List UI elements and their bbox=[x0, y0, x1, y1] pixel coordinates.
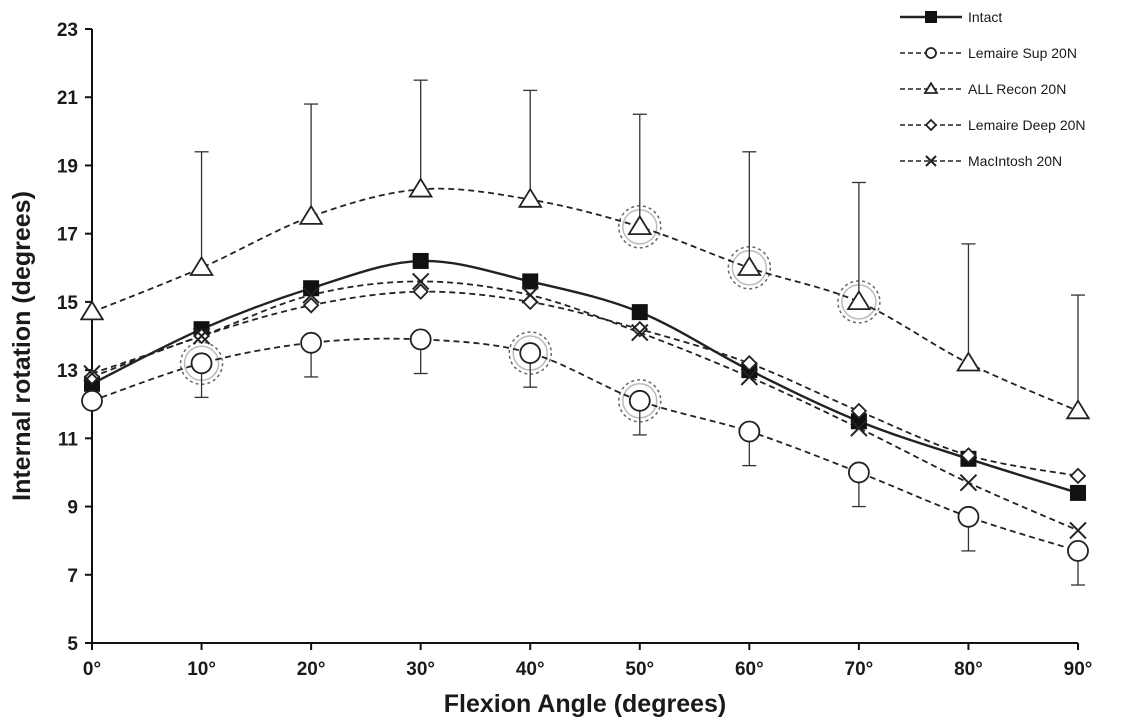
data-point bbox=[960, 447, 977, 464]
x-tick-label: 30° bbox=[406, 659, 435, 680]
data-point bbox=[741, 355, 758, 372]
data-point bbox=[412, 283, 429, 300]
legend-marker bbox=[925, 47, 937, 59]
data-point bbox=[79, 300, 105, 321]
y-tick-label: 21 bbox=[57, 88, 79, 109]
x-tick-label: 40° bbox=[516, 659, 545, 680]
x-tick-label: 50° bbox=[625, 659, 654, 680]
data-point bbox=[740, 368, 759, 386]
data-point bbox=[521, 286, 539, 304]
x-tick-label: 70° bbox=[845, 659, 874, 680]
data-point bbox=[408, 177, 434, 198]
data-point bbox=[736, 255, 762, 276]
series-line-3 bbox=[91, 290, 1079, 477]
y-tick-label: 5 bbox=[67, 634, 78, 655]
data-point bbox=[517, 187, 543, 208]
error-bars bbox=[194, 79, 1085, 586]
data-point bbox=[412, 252, 429, 269]
legend-marker bbox=[923, 81, 939, 94]
data-point bbox=[1069, 521, 1087, 540]
data-point bbox=[957, 505, 980, 528]
x-tick-label: 60° bbox=[735, 659, 764, 680]
y-tick-label: 7 bbox=[67, 566, 78, 587]
data-point bbox=[847, 461, 870, 484]
data-point bbox=[1067, 540, 1089, 562]
x-tick-label: 80° bbox=[954, 659, 983, 680]
x-tick-label: 90° bbox=[1064, 659, 1093, 680]
legend-label: Intact bbox=[968, 9, 1002, 25]
legend-label: ALL Recon 20N bbox=[968, 81, 1066, 97]
legend-marker bbox=[925, 11, 937, 23]
data-point bbox=[189, 255, 214, 276]
data-point bbox=[1070, 484, 1086, 501]
x-tick-label: 10° bbox=[187, 659, 216, 680]
data-point bbox=[302, 286, 320, 304]
y-tick-label: 11 bbox=[58, 429, 79, 450]
legend-marker bbox=[925, 155, 937, 167]
axes bbox=[91, 29, 1078, 644]
series-lines bbox=[91, 187, 1079, 552]
legend-label: MacIntosh 20N bbox=[968, 153, 1062, 169]
x-tick-label: 0° bbox=[83, 659, 101, 680]
data-point bbox=[298, 204, 324, 225]
y-axis-ticks: 5 7 9 11 13 15 17 19 21 23 bbox=[57, 20, 92, 655]
data-point bbox=[519, 342, 542, 364]
data-point bbox=[959, 473, 978, 492]
data-point bbox=[190, 352, 213, 375]
data-point bbox=[631, 323, 649, 342]
legend: Intact Lemaire Sup 20N ALL Recon 20N Lemair… bbox=[900, 9, 1086, 169]
y-tick-label: 23 bbox=[57, 20, 78, 41]
data-point bbox=[522, 273, 539, 290]
data-point bbox=[409, 328, 432, 351]
legend-label: Lemaire Deep 20N bbox=[968, 117, 1086, 133]
series-line-0 bbox=[91, 259, 1079, 495]
y-tick-label: 17 bbox=[57, 225, 78, 246]
series-markers bbox=[79, 177, 1091, 562]
data-point bbox=[850, 419, 868, 437]
data-point bbox=[956, 351, 981, 372]
series-line-1 bbox=[91, 337, 1079, 552]
x-axis-title: Flexion Angle (degrees) bbox=[444, 690, 726, 718]
data-point bbox=[846, 289, 872, 311]
data-point bbox=[81, 389, 103, 412]
series-line-4 bbox=[91, 280, 1079, 532]
x-tick-label: 20° bbox=[297, 659, 326, 680]
data-point bbox=[850, 402, 868, 420]
x-axis-ticks: 0° 10° 20° 30° 40° 50° 60° 70° 80° 90° bbox=[83, 643, 1092, 680]
data-point bbox=[1069, 467, 1087, 485]
data-point bbox=[302, 297, 320, 314]
data-point bbox=[628, 389, 651, 412]
y-axis-title: Internal rotation (degrees) bbox=[8, 191, 36, 501]
data-point bbox=[1065, 398, 1091, 420]
y-tick-label: 13 bbox=[57, 361, 78, 382]
legend-label: Lemaire Sup 20N bbox=[968, 45, 1077, 61]
data-point bbox=[738, 420, 761, 443]
y-tick-label: 15 bbox=[57, 293, 79, 314]
significance-markers bbox=[179, 205, 881, 423]
data-point bbox=[83, 368, 101, 386]
data-point bbox=[627, 214, 653, 235]
data-point bbox=[300, 331, 323, 354]
y-tick-label: 19 bbox=[57, 156, 78, 177]
data-point bbox=[411, 272, 430, 291]
data-point bbox=[192, 327, 211, 345]
y-tick-label: 9 bbox=[67, 498, 78, 519]
data-point bbox=[521, 293, 539, 311]
legend-marker bbox=[924, 118, 938, 132]
data-point bbox=[83, 364, 101, 383]
series-line-2 bbox=[91, 187, 1079, 412]
data-point bbox=[631, 304, 648, 321]
